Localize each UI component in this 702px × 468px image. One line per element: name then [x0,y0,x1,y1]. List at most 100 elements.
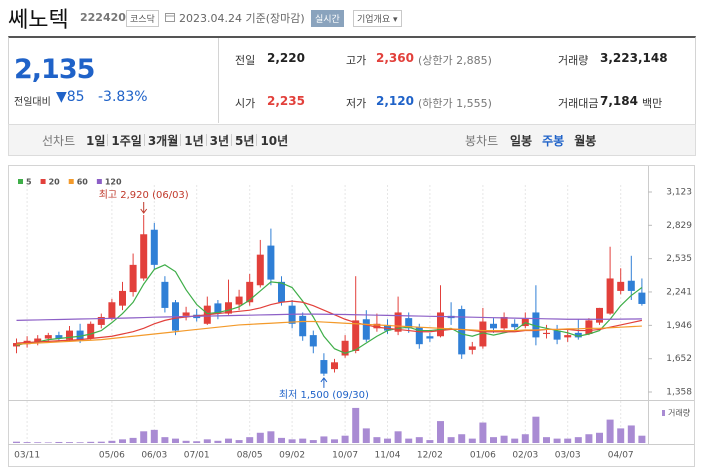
change-pct: -3.83% [98,89,148,105]
candle-body [256,254,264,286]
x-tick-label: 08/05 [237,451,263,461]
volume-bar [193,441,201,443]
volume-bar [235,440,243,443]
period-button[interactable]: 3개월 [147,134,179,148]
volume-bar [394,431,402,443]
x-tick-label: 01/06 [470,451,496,461]
candle-body [479,321,487,347]
volume-bar [617,428,625,443]
change-label: 전일대비 [14,97,51,108]
candle-body [87,323,95,339]
high-annotation: 최고 2,920 (06/03) [99,189,189,201]
volume-bar [532,416,540,443]
period-button[interactable]: 월봉 [574,134,597,148]
candle-body [437,312,444,337]
period-button[interactable]: 주봉 [542,134,565,148]
candle-chart-label: 봉차트 [465,134,499,148]
overview-button[interactable]: 기업개요 ▾ [353,10,402,27]
quote-label: 고가 [346,54,367,67]
quote-value: 2,220 [267,51,305,65]
period-button[interactable]: 1년 [184,134,204,148]
candle-body [553,330,561,340]
separator [205,134,207,146]
quote-unit: 백만 [641,97,663,110]
volume-legend: 거래량 [668,408,691,418]
x-tick-label: 02/03 [512,451,538,461]
candle-body [119,290,126,306]
legend-swatch [96,179,102,184]
x-tick-label: 07/01 [184,451,210,461]
volume-bar [585,434,593,443]
volume-bar [172,438,179,443]
volume-bar [299,438,307,443]
volume-bar [574,437,582,443]
candle-body [362,319,370,340]
market-badge: 코스닥 [126,10,159,27]
x-tick-label: 10/07 [332,451,358,461]
candle-body [500,316,508,329]
volume-bar [108,440,116,443]
period-button[interactable]: 일봉 [510,134,533,148]
volume-bar [87,441,95,443]
x-tick-label: 12/02 [417,451,443,461]
separator [180,134,182,146]
moving-average-line [16,264,643,354]
volume-bar [203,439,211,443]
candle-body [617,281,625,291]
candle-body [225,302,232,314]
volume-bar [553,438,561,443]
volume-bar [278,437,285,443]
candle-body [161,281,169,308]
candle-body [341,340,349,356]
x-tick-label: 03/11 [14,451,40,461]
volume-bar [479,422,487,443]
line-chart-label: 선차트 [42,134,76,148]
quote-label: 시가 [235,97,256,110]
moving-average-line [16,320,642,345]
toolbar [8,124,696,156]
quote-value: 2,360 [376,51,414,65]
volume-bar [150,429,158,443]
legend-label: 20 [49,178,61,187]
volume-bar [415,437,423,443]
candle-body [331,362,338,370]
period-button[interactable]: 1주일 [111,134,142,148]
volume-bar [140,431,148,443]
volume-bar [119,439,126,443]
divider [218,38,219,123]
volume-bar [447,437,455,443]
separator [231,134,233,146]
stock-name: 쎄노텍 [8,8,69,33]
volume-bar [362,428,370,443]
volume-bar [437,421,444,443]
candle-body [140,234,148,279]
volume-bar [225,438,232,443]
period-button[interactable]: 10년 [260,134,289,148]
period-button[interactable]: 1일 [86,134,106,148]
realtime-button[interactable]: 실시간 [311,10,344,27]
y-tick-label: 1,946 [666,321,692,331]
volume-bar [331,439,338,443]
candle-body [638,292,646,304]
period-button[interactable]: 3년 [209,134,230,148]
volume-bar [405,438,413,443]
candle-body [150,229,158,265]
candle-body [585,320,593,334]
volume-bar [44,442,52,443]
volume-bar [426,440,434,443]
volume-bar [458,434,466,443]
price: 2,135 [14,54,95,85]
volume-bar [596,432,603,443]
volume-bar [352,407,360,443]
candle-body [182,312,190,316]
calendar-icon [165,13,175,22]
candle-body [373,323,381,329]
y-tick-label: 1,358 [666,388,692,398]
y-tick-label: 2,241 [666,287,692,297]
volume-bar [256,432,264,443]
volume-bar [246,437,254,443]
volume-bar [490,437,497,443]
x-tick-label: 11/04 [375,451,401,461]
candle-body [267,245,275,280]
period-button[interactable]: 5년 [235,134,255,148]
